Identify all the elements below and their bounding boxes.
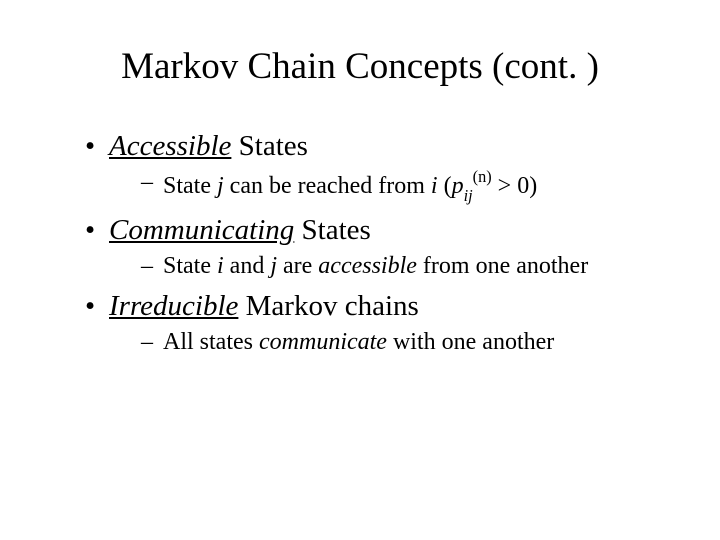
- sub-item-irreducible: All states communicate with one another: [141, 329, 665, 356]
- var-i: i: [217, 253, 224, 279]
- bullet-item-accessible: Accessible States State j can be reached…: [85, 130, 665, 204]
- term-accessible: Accessible: [109, 130, 231, 162]
- term-communicating: Communicating: [109, 214, 294, 246]
- sub-list-accessible: State j can be reached from i (pij(n) > …: [109, 169, 665, 204]
- var-i: i: [431, 173, 438, 199]
- text-end: from one another: [417, 253, 588, 279]
- text-mid2: are: [277, 253, 318, 279]
- suffix-irreducible: Markov chains: [238, 290, 418, 322]
- word-communicate: communicate: [259, 329, 387, 355]
- subscript-ij: ij: [464, 186, 473, 205]
- sub-list-irreducible: All states communicate with one another: [109, 329, 665, 356]
- term-irreducible: Irreducible: [109, 290, 238, 322]
- text-mid1: and: [224, 253, 271, 279]
- bullet-item-communicating: Communicating States State i and j are a…: [85, 214, 665, 280]
- var-p: p: [452, 173, 464, 199]
- suffix-accessible: States: [231, 130, 308, 162]
- text-paren: (: [438, 173, 452, 199]
- word-accessible: accessible: [318, 253, 417, 279]
- text-end: with one another: [387, 329, 554, 355]
- text-end: > 0): [492, 173, 538, 199]
- sub-item-accessible: State j can be reached from i (pij(n) > …: [141, 169, 665, 204]
- text-mid1: can be reached from: [224, 173, 431, 199]
- sub-item-communicating: State i and j are accessible from one an…: [141, 253, 665, 280]
- slide-title: Markov Chain Concepts (cont. ): [55, 45, 665, 88]
- text-prefix: State: [163, 173, 217, 199]
- bullet-list: Accessible States State j can be reached…: [55, 130, 665, 356]
- sub-list-communicating: State i and j are accessible from one an…: [109, 253, 665, 280]
- superscript-n: (n): [473, 167, 492, 186]
- text-prefix: State: [163, 253, 217, 279]
- var-j: j: [217, 173, 224, 199]
- bullet-item-irreducible: Irreducible Markov chains All states com…: [85, 290, 665, 356]
- text-prefix: All states: [163, 329, 259, 355]
- var-j: j: [270, 253, 277, 279]
- suffix-communicating: States: [294, 214, 371, 246]
